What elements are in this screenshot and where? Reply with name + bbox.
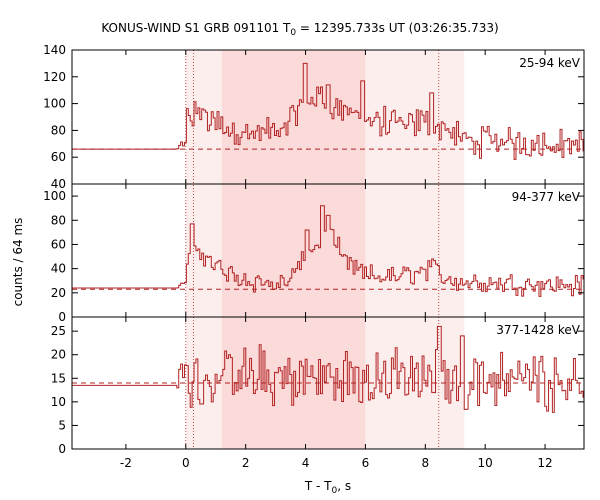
x-axis-label-subscript: 0 bbox=[332, 486, 338, 496]
y-axis-label: counts / 64 ms bbox=[11, 218, 25, 307]
ytick-label-0-5: 140 bbox=[43, 43, 66, 57]
band-label-1: 94-377 keV bbox=[512, 190, 581, 204]
chart-title: KONUS-WIND S1 GRB 091101 T0 = 12395.733s… bbox=[101, 21, 498, 38]
panel-frames bbox=[71, 49, 585, 450]
band-label-0: 25-94 keV bbox=[519, 56, 581, 70]
ytick-label-1-5: 100 bbox=[43, 189, 66, 203]
xtick-label-6: 10 bbox=[478, 456, 493, 470]
y-axes: 40 60 80 100 120 140 0 20 40 60 80 100 0 5 10 15 20 25 bbox=[43, 43, 584, 456]
ytick-label-1-1: 20 bbox=[51, 286, 66, 300]
ytick-label-0-4: 120 bbox=[43, 70, 66, 84]
ytick-label-0-1: 60 bbox=[51, 150, 66, 164]
xtick-label-5: 8 bbox=[421, 456, 429, 470]
ytick-label-1-3: 60 bbox=[51, 237, 66, 251]
xtick-label-0: -2 bbox=[120, 456, 132, 470]
xtick-label-2: 2 bbox=[242, 456, 250, 470]
ytick-label-0-0: 40 bbox=[51, 177, 66, 191]
ytick-label-2-4: 20 bbox=[51, 348, 66, 362]
chart-title-subscript: 0 bbox=[290, 28, 296, 38]
xtick-label-3: 4 bbox=[302, 456, 310, 470]
x-axis: -2 0 2 4 6 8 10 12 bbox=[120, 50, 553, 470]
x-axis-label: T - T0, s bbox=[304, 479, 351, 496]
ytick-label-0-2: 80 bbox=[51, 123, 66, 137]
ytick-label-1-2: 40 bbox=[51, 262, 66, 276]
xtick-label-7: 12 bbox=[537, 456, 552, 470]
lightcurve-0 bbox=[72, 62, 584, 160]
ytick-label-1-0: 0 bbox=[58, 310, 66, 324]
lightcurve-2 bbox=[72, 325, 584, 413]
ytick-label-0-3: 100 bbox=[43, 97, 66, 111]
ytick-label-2-2: 10 bbox=[51, 395, 66, 409]
ytick-label-1-4: 80 bbox=[51, 213, 66, 227]
ytick-label-2-1: 5 bbox=[58, 418, 66, 432]
xtick-label-1: 0 bbox=[182, 456, 190, 470]
xtick-label-4: 6 bbox=[362, 456, 370, 470]
ytick-label-2-5: 25 bbox=[51, 324, 66, 338]
lightcurve-1 bbox=[72, 205, 584, 297]
ytick-label-2-3: 15 bbox=[51, 371, 66, 385]
lightcurves bbox=[72, 62, 584, 413]
ytick-label-2-0: 0 bbox=[58, 442, 66, 456]
band-labels: 25-94 keV 94-377 keV 377-1428 keV bbox=[496, 56, 580, 337]
panel-frame-2 bbox=[71, 316, 585, 450]
band-label-2: 377-1428 keV bbox=[496, 323, 580, 337]
